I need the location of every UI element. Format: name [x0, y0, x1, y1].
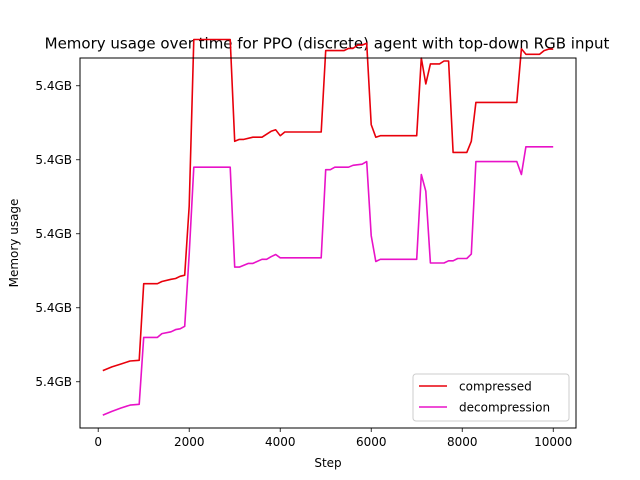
x-tick-label: 6000 — [356, 435, 387, 449]
series-line-decompression — [102, 146, 554, 416]
y-tick-label: 5.4GB — [35, 375, 72, 389]
x-tick-label: 4000 — [265, 435, 296, 449]
x-tick-label: 8000 — [447, 435, 478, 449]
x-tick-label: 0 — [94, 435, 102, 449]
plot-lines — [102, 38, 554, 416]
legend-box — [412, 373, 570, 422]
x-tick-label: 10000 — [534, 435, 572, 449]
x-tick-label: 2000 — [174, 435, 205, 449]
legend-label-decompression: decompression — [459, 401, 550, 415]
y-axis: 5.4GB 5.4GB 5.4GB 5.4GB 5.4GB — [35, 79, 80, 389]
legend-label-compressed: compressed — [459, 380, 532, 394]
y-tick-label: 5.4GB — [35, 227, 72, 241]
chart-title: Memory usage over time for PPO (discrete… — [45, 35, 610, 53]
legend: compressed decompression — [412, 373, 570, 422]
series-line-compressed — [102, 38, 554, 372]
y-tick-label: 5.4GB — [35, 79, 72, 93]
y-tick-label: 5.4GB — [35, 301, 72, 315]
x-axis: 0 2000 4000 6000 8000 10000 — [94, 428, 572, 449]
x-axis-label: Step — [314, 456, 341, 470]
y-axis-label: Memory usage — [7, 199, 21, 288]
plot-frame — [79, 57, 577, 429]
y-tick-label: 5.4GB — [35, 153, 72, 167]
